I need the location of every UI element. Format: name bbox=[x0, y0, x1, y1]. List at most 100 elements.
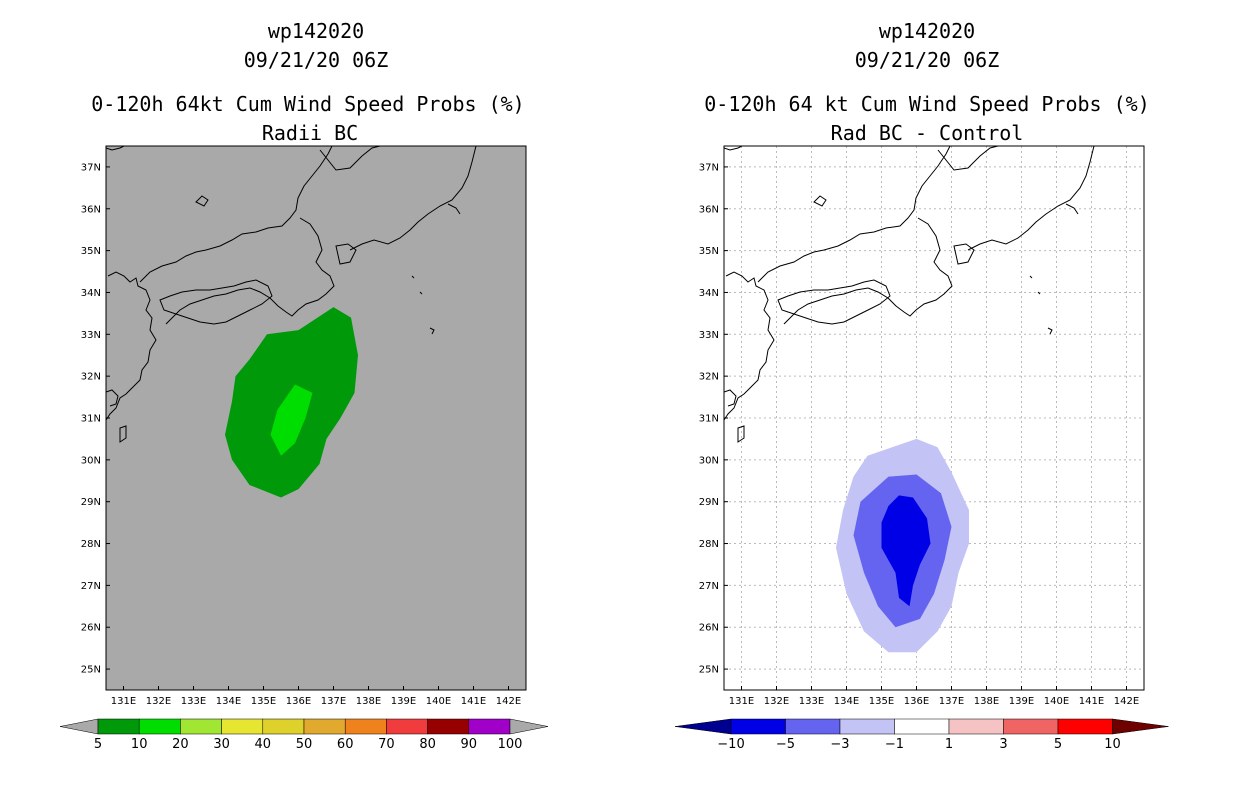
colorbar-swatch bbox=[1057, 718, 1113, 735]
colorbar-label: 80 bbox=[419, 737, 436, 752]
colorbar-label: 40 bbox=[255, 737, 272, 752]
left-title-line-3: 0-120h 64kt Cum Wind Speed Probs (%) bbox=[91, 92, 524, 116]
right-gridlines bbox=[724, 146, 1144, 690]
colorbar-label: 90 bbox=[461, 737, 478, 752]
colorbar-label: 20 bbox=[172, 737, 189, 752]
y-tick-label: 25N bbox=[81, 665, 101, 676]
right-contour-group bbox=[836, 438, 969, 653]
colorbar-label: 5 bbox=[1054, 737, 1062, 752]
y-tick-label: 26N bbox=[81, 623, 101, 634]
colorbar-swatch bbox=[262, 718, 305, 735]
y-tick-label: 26N bbox=[699, 623, 719, 634]
y-tick-label: 30N bbox=[81, 455, 101, 466]
colorbar-label: 100 bbox=[498, 737, 523, 752]
colorbar-label: 60 bbox=[337, 737, 354, 752]
x-tick-label: 139E bbox=[391, 696, 416, 707]
x-tick-label: 140E bbox=[1044, 696, 1069, 707]
x-tick-label: 134E bbox=[216, 696, 241, 707]
colorbar-label: 1 bbox=[945, 737, 953, 752]
x-tick-label: 136E bbox=[904, 696, 929, 707]
y-tick-label: 29N bbox=[699, 497, 719, 508]
colorbar-swatch bbox=[138, 718, 181, 735]
x-tick-label: 135E bbox=[869, 696, 894, 707]
left-colorbar: 5 10 20 30 40 50 60 70 80 90 100 bbox=[59, 718, 549, 752]
colorbar-swatch bbox=[894, 718, 950, 735]
colorbar-swatch bbox=[386, 718, 428, 735]
right-title-line-3: 0-120h 64 kt Cum Wind Speed Probs (%) bbox=[704, 92, 1150, 116]
colorbar-label: −1 bbox=[885, 737, 904, 752]
y-tick-label: 30N bbox=[699, 455, 719, 466]
x-tick-label: 137E bbox=[939, 696, 964, 707]
right-title-line-1: wp142020 bbox=[879, 19, 975, 43]
colorbar-swatch bbox=[427, 718, 470, 735]
y-tick-label: 31N bbox=[81, 414, 101, 425]
colorbar-swatch bbox=[1003, 718, 1059, 735]
x-tick-label: 140E bbox=[426, 696, 451, 707]
colorbar-label: −10 bbox=[717, 737, 744, 752]
right-colorbar: −10 −5 −3 −1 1 3 5 10 bbox=[674, 718, 1169, 752]
y-tick-label: 31N bbox=[699, 414, 719, 425]
colorbar-swatch bbox=[303, 718, 346, 735]
colorbar-label: 70 bbox=[378, 737, 395, 752]
y-tick-label: 25N bbox=[699, 665, 719, 676]
colorbar-swatch bbox=[839, 718, 895, 735]
y-tick-label: 32N bbox=[81, 372, 101, 383]
x-tick-label: 135E bbox=[251, 696, 276, 707]
x-tick-label: 131E bbox=[111, 696, 136, 707]
x-tick-label: 141E bbox=[1079, 696, 1104, 707]
colorbar-swatch bbox=[948, 718, 1004, 735]
colorbar-swatch bbox=[221, 718, 264, 735]
left-title-line-4: Radii BC bbox=[262, 121, 358, 145]
x-tick-label: 133E bbox=[181, 696, 206, 707]
colorbar-label: 10 bbox=[131, 737, 148, 752]
x-tick-label: 142E bbox=[496, 696, 521, 707]
left-chart-panel: wp142020 09/21/20 06Z 0-120h 64kt Cum Wi… bbox=[59, 19, 549, 752]
y-tick-label: 34N bbox=[81, 288, 101, 299]
y-tick-label: 32N bbox=[699, 372, 719, 383]
y-tick-label: 29N bbox=[81, 497, 101, 508]
colorbar-swatch bbox=[785, 718, 841, 735]
x-tick-label: 138E bbox=[356, 696, 381, 707]
y-tick-label: 28N bbox=[699, 539, 719, 550]
left-contour-group bbox=[225, 307, 358, 498]
colorbar-label: 10 bbox=[1104, 737, 1121, 752]
right-title-line-2: 09/21/20 06Z bbox=[855, 48, 1000, 72]
colorbar-left-arrow bbox=[59, 718, 99, 735]
colorbar-label: −5 bbox=[776, 737, 795, 752]
colorbar-label: 50 bbox=[296, 737, 313, 752]
y-tick-label: 28N bbox=[81, 539, 101, 550]
x-tick-label: 133E bbox=[799, 696, 824, 707]
x-tick-label: 132E bbox=[764, 696, 789, 707]
left-title-line-1: wp142020 bbox=[268, 19, 364, 43]
colorbar-swatch bbox=[97, 718, 140, 735]
x-tick-label: 132E bbox=[146, 696, 171, 707]
left-axis-ticks: 131E 132E 133E 134E 135E 136E 137E 138E 139E 140E… bbox=[81, 162, 521, 707]
right-title-line-4: Rad BC - Control bbox=[831, 121, 1024, 145]
y-tick-label: 37N bbox=[81, 162, 101, 173]
colorbar-label: 30 bbox=[213, 737, 230, 752]
y-tick-label: 27N bbox=[81, 581, 101, 592]
colorbar-swatch bbox=[468, 718, 511, 735]
colorbar-swatch bbox=[730, 718, 786, 735]
right-axis-ticks: 131E 132E 133E 134E 135E 136E 137E 138E 139E 140E… bbox=[699, 162, 1139, 707]
contour-10-20- bbox=[270, 384, 313, 456]
colorbar-label: −3 bbox=[830, 737, 849, 752]
x-tick-label: 138E bbox=[974, 696, 999, 707]
colorbar-swatch bbox=[344, 718, 387, 735]
contour--10-to-5 bbox=[881, 495, 931, 607]
y-tick-label: 35N bbox=[699, 246, 719, 257]
left-title-line-2: 09/21/20 06Z bbox=[244, 48, 389, 72]
colorbar-label: 3 bbox=[999, 737, 1007, 752]
y-tick-label: 33N bbox=[699, 330, 719, 341]
x-tick-label: 142E bbox=[1114, 696, 1139, 707]
y-tick-label: 33N bbox=[81, 330, 101, 341]
x-tick-label: 131E bbox=[729, 696, 754, 707]
x-tick-label: 137E bbox=[321, 696, 346, 707]
y-tick-label: 35N bbox=[81, 246, 101, 257]
x-tick-label: 139E bbox=[1009, 696, 1034, 707]
x-tick-label: 141E bbox=[461, 696, 486, 707]
colorbar-right-arrow bbox=[1112, 718, 1169, 735]
y-tick-label: 36N bbox=[81, 204, 101, 215]
colorbar-right-arrow bbox=[509, 718, 549, 735]
x-tick-label: 136E bbox=[286, 696, 311, 707]
